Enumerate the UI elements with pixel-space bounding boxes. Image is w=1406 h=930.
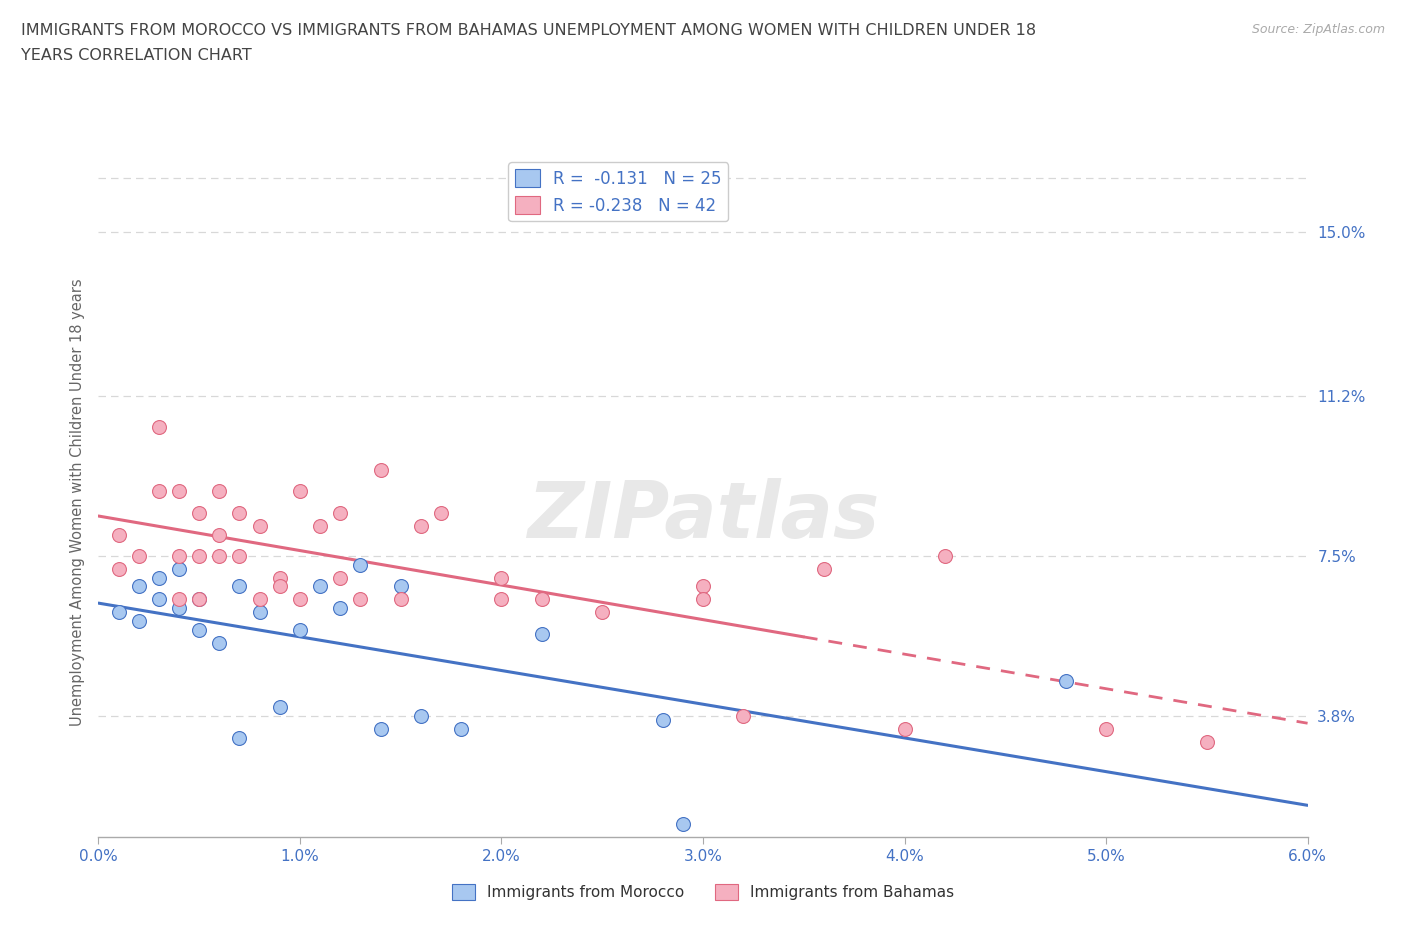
Point: [269, 570, 291, 585]
Point: [167, 484, 190, 498]
Point: [188, 592, 211, 607]
Point: [733, 709, 755, 724]
Point: [288, 592, 311, 607]
Point: [208, 527, 231, 542]
Point: [148, 570, 170, 585]
Point: [389, 579, 412, 594]
Point: [228, 506, 250, 521]
Point: [349, 557, 371, 572]
Point: [450, 722, 472, 737]
Point: [692, 579, 714, 594]
Point: [309, 519, 332, 534]
Point: [389, 592, 412, 607]
Point: [228, 730, 250, 745]
Point: [208, 484, 231, 498]
Point: [228, 549, 250, 564]
Text: ZIPatlas: ZIPatlas: [527, 478, 879, 553]
Point: [530, 592, 553, 607]
Point: [107, 527, 129, 542]
Point: [530, 627, 553, 642]
Point: [309, 579, 332, 594]
Point: [813, 562, 835, 577]
Point: [370, 722, 392, 737]
Point: [107, 562, 129, 577]
Text: YEARS CORRELATION CHART: YEARS CORRELATION CHART: [21, 48, 252, 63]
Point: [148, 592, 170, 607]
Point: [491, 570, 513, 585]
Point: [329, 601, 352, 616]
Point: [1054, 674, 1077, 689]
Point: [167, 592, 190, 607]
Point: [249, 592, 271, 607]
Point: [288, 484, 311, 498]
Text: IMMIGRANTS FROM MOROCCO VS IMMIGRANTS FROM BAHAMAS UNEMPLOYMENT AMONG WOMEN WITH: IMMIGRANTS FROM MOROCCO VS IMMIGRANTS FR…: [21, 23, 1036, 38]
Point: [167, 601, 190, 616]
Point: [934, 549, 956, 564]
Point: [148, 484, 170, 498]
Legend: Immigrants from Morocco, Immigrants from Bahamas: Immigrants from Morocco, Immigrants from…: [446, 878, 960, 907]
Point: [208, 635, 231, 650]
Y-axis label: Unemployment Among Women with Children Under 18 years: Unemployment Among Women with Children U…: [69, 278, 84, 726]
Text: Source: ZipAtlas.com: Source: ZipAtlas.com: [1251, 23, 1385, 36]
Point: [1195, 735, 1218, 750]
Point: [228, 579, 250, 594]
Point: [148, 419, 170, 434]
Point: [269, 700, 291, 715]
Point: [288, 622, 311, 637]
Point: [409, 709, 432, 724]
Point: [107, 604, 129, 619]
Point: [128, 614, 150, 629]
Point: [249, 604, 271, 619]
Point: [591, 604, 613, 619]
Point: [1095, 722, 1118, 737]
Point: [692, 592, 714, 607]
Point: [672, 817, 695, 831]
Point: [128, 579, 150, 594]
Point: [188, 622, 211, 637]
Point: [188, 592, 211, 607]
Point: [349, 592, 371, 607]
Point: [409, 519, 432, 534]
Point: [491, 592, 513, 607]
Point: [188, 506, 211, 521]
Point: [651, 713, 673, 728]
Point: [329, 506, 352, 521]
Point: [167, 562, 190, 577]
Point: [893, 722, 915, 737]
Point: [430, 506, 453, 521]
Point: [269, 579, 291, 594]
Point: [188, 549, 211, 564]
Point: [329, 570, 352, 585]
Point: [249, 519, 271, 534]
Point: [167, 549, 190, 564]
Point: [128, 549, 150, 564]
Point: [370, 462, 392, 477]
Point: [208, 549, 231, 564]
